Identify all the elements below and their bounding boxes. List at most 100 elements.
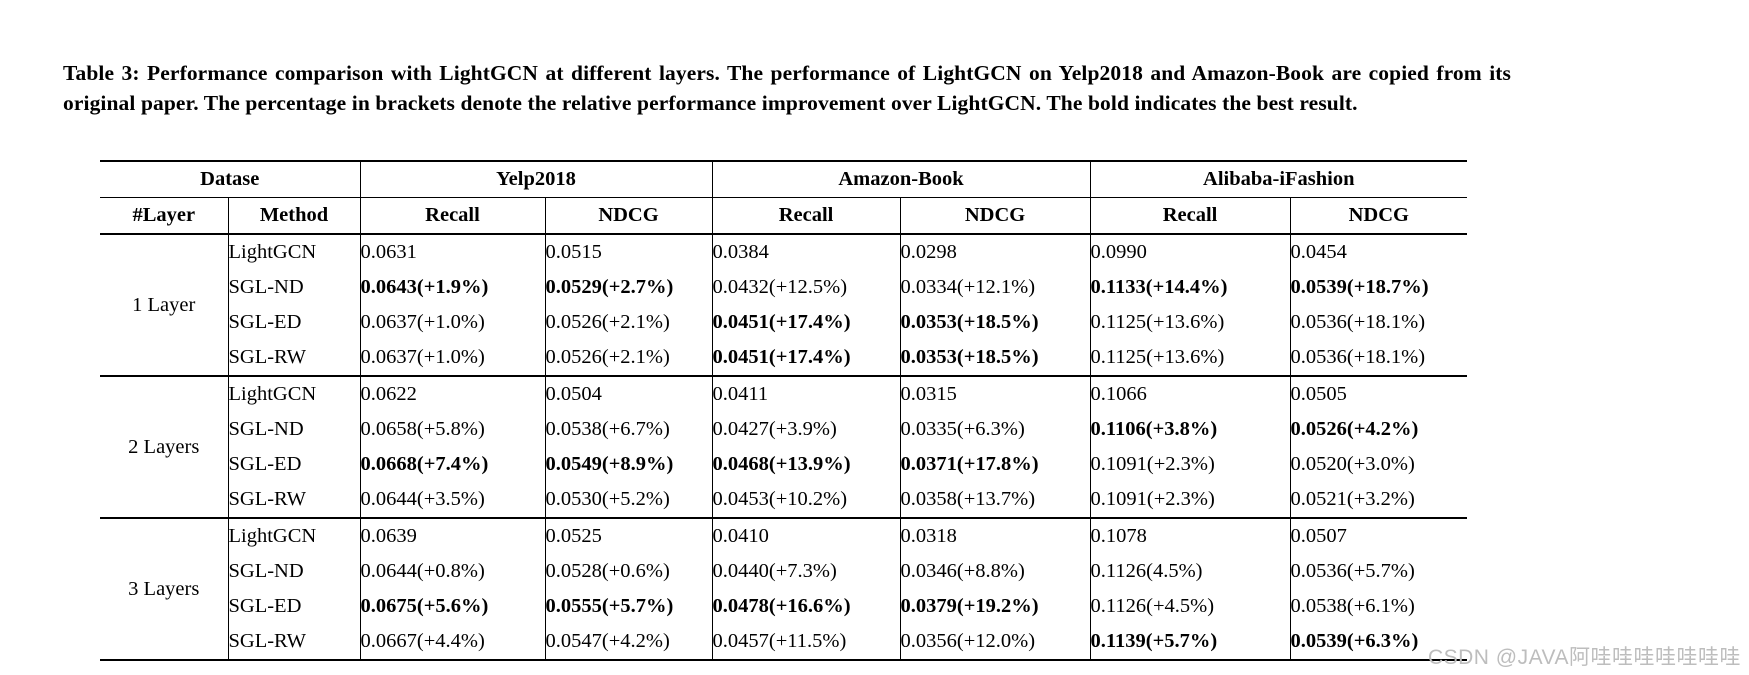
- metric-value: 0.0667(+4.4%): [359, 624, 545, 660]
- metric-value: 0.0384: [711, 233, 901, 270]
- metric-value: 0.0515: [544, 233, 713, 270]
- metric-value: 0.0639: [359, 517, 545, 554]
- metric-header-ndcg-amazon: NDCG: [899, 197, 1091, 235]
- table-header-row-datasets: Datase Yelp2018 Amazon-Book Alibaba-iFas…: [100, 161, 1468, 198]
- metric-value: 0.0371(+17.8%): [899, 447, 1091, 482]
- metric-value: 0.0536(+18.1%): [1289, 305, 1468, 340]
- metric-value: 0.0668(+7.4%): [359, 447, 545, 482]
- metric-value: 0.0631: [359, 233, 545, 270]
- metric-value: 0.1091(+2.3%): [1089, 447, 1291, 482]
- metric-value: 0.0440(+7.3%): [711, 554, 901, 589]
- metric-value: 0.0453(+10.2%): [711, 482, 901, 518]
- metric-value: 0.0538(+6.1%): [1289, 589, 1468, 624]
- metric-value: 0.0644(+0.8%): [359, 554, 545, 589]
- metric-value: 0.0315: [899, 375, 1091, 412]
- metric-value: 0.1139(+5.7%): [1089, 624, 1291, 660]
- metric-value: 0.0451(+17.4%): [711, 305, 901, 340]
- metric-header-recall-alibaba: Recall: [1089, 197, 1291, 235]
- metric-value: 0.0335(+6.3%): [899, 412, 1091, 447]
- metric-value: 0.0536(+5.7%): [1289, 554, 1468, 589]
- layer-group-label: 3 Layers: [100, 517, 228, 660]
- metric-value: 0.0549(+8.9%): [544, 447, 713, 482]
- metric-value: 0.0675(+5.6%): [359, 589, 545, 624]
- metric-header-ndcg-yelp: NDCG: [544, 197, 713, 235]
- metric-value: 0.0521(+3.2%): [1289, 482, 1468, 518]
- metric-value: 0.0530(+5.2%): [544, 482, 713, 518]
- metric-value: 0.0505: [1289, 375, 1468, 412]
- metric-value: 0.0536(+18.1%): [1289, 340, 1468, 376]
- metric-value: 0.0643(+1.9%): [359, 270, 545, 305]
- metric-value: 0.0622: [359, 375, 545, 412]
- metric-value: 0.0520(+3.0%): [1289, 447, 1468, 482]
- method-label: SGL-RW: [227, 340, 360, 376]
- table-row: SGL-RW 0.0644(+3.5%) 0.0530(+5.2%) 0.0453(+…: [100, 482, 1468, 518]
- results-table: Datase Yelp2018 Amazon-Book Alibaba-iFas…: [100, 160, 1468, 661]
- method-label: LightGCN: [227, 517, 360, 554]
- metric-value: 0.0432(+12.5%): [711, 270, 901, 305]
- method-label: SGL-ED: [227, 447, 360, 482]
- layer-column-header: #Layer: [100, 197, 228, 235]
- metric-value: 0.0468(+13.9%): [711, 447, 901, 482]
- table-row: 3 Layers LightGCN 0.0639 0.0525 0.0410 0.0318…: [100, 517, 1468, 660]
- metric-value: 0.0478(+16.6%): [711, 589, 901, 624]
- metric-value: 0.1066: [1089, 375, 1291, 412]
- metric-value: 0.1133(+14.4%): [1089, 270, 1291, 305]
- metric-value: 0.0526(+2.1%): [544, 340, 713, 376]
- metric-value: 0.0411: [711, 375, 901, 412]
- table-row: 2 Layers LightGCN 0.0622 0.0504 0.0411 0.0315…: [100, 375, 1468, 518]
- metric-value: 0.0538(+6.7%): [544, 412, 713, 447]
- metric-value: 0.0539(+18.7%): [1289, 270, 1468, 305]
- method-label: SGL-ED: [227, 305, 360, 340]
- metric-value: 0.0353(+18.5%): [899, 305, 1091, 340]
- metric-value: 0.0528(+0.6%): [544, 554, 713, 589]
- method-label: SGL-RW: [227, 482, 360, 518]
- table-row: SGL-ED 0.0637(+1.0%) 0.0526(+2.1%) 0.0451(+…: [100, 305, 1468, 340]
- method-label: LightGCN: [227, 375, 360, 412]
- metric-value: 0.0298: [899, 233, 1091, 270]
- metric-value: 0.0334(+12.1%): [899, 270, 1091, 305]
- table-row: 1 Layer LightGCN 0.0631 0.0515 0.0384 0.0298 0…: [100, 233, 1468, 376]
- method-label: SGL-ND: [227, 554, 360, 589]
- method-label: SGL-ED: [227, 589, 360, 624]
- method-label: SGL-RW: [227, 624, 360, 660]
- table-row: SGL-ED 0.0675(+5.6%) 0.0555(+5.7%) 0.0478(+…: [100, 589, 1468, 624]
- metric-header-recall-amazon: Recall: [711, 197, 901, 235]
- dataset-corner-header: Datase: [100, 161, 360, 198]
- metric-value: 0.0379(+19.2%): [899, 589, 1091, 624]
- method-label: LightGCN: [227, 233, 360, 270]
- metric-value: 0.0637(+1.0%): [359, 305, 545, 340]
- metric-value: 0.0457(+11.5%): [711, 624, 901, 660]
- metric-value: 0.1125(+13.6%): [1089, 340, 1291, 376]
- metric-value: 0.0356(+12.0%): [899, 624, 1091, 660]
- table-row: SGL-RW 0.0637(+1.0%) 0.0526(+2.1%) 0.0451(+…: [100, 340, 1468, 376]
- metric-value: 0.0539(+6.3%): [1289, 624, 1468, 660]
- metric-value: 0.0427(+3.9%): [711, 412, 901, 447]
- metric-value: 0.1106(+3.8%): [1089, 412, 1291, 447]
- metric-value: 0.0318: [899, 517, 1091, 554]
- metric-value: 0.0358(+13.7%): [899, 482, 1091, 518]
- metric-value: 0.0526(+2.1%): [544, 305, 713, 340]
- method-column-header: Method: [227, 197, 360, 235]
- metric-value: 0.1125(+13.6%): [1089, 305, 1291, 340]
- metric-value: 0.0504: [544, 375, 713, 412]
- csdn-watermark: CSDN @JAVA阿哇哇哇哇哇哇哇: [1427, 646, 1741, 669]
- metric-header-recall-yelp: Recall: [359, 197, 545, 235]
- table-body: 1 Layer LightGCN 0.0631 0.0515 0.0384 0.0298 0…: [100, 233, 1468, 660]
- layer-group-label: 2 Layers: [100, 375, 228, 518]
- table-row: SGL-ND 0.0643(+1.9%) 0.0529(+2.7%) 0.0432(+…: [100, 270, 1468, 305]
- metric-value: 0.0547(+4.2%): [544, 624, 713, 660]
- table-row: SGL-RW 0.0667(+4.4%) 0.0547(+4.2%) 0.0457(+…: [100, 624, 1468, 660]
- metric-header-ndcg-alibaba: NDCG: [1289, 197, 1468, 235]
- dataset-header-yelp2018: Yelp2018: [359, 161, 713, 198]
- metric-value: 0.0454: [1289, 233, 1468, 270]
- metric-value: 0.0529(+2.7%): [544, 270, 713, 305]
- metric-value: 0.0658(+5.8%): [359, 412, 545, 447]
- metric-value: 0.0525: [544, 517, 713, 554]
- dataset-header-alibaba-ifashion: Alibaba-iFashion: [1089, 161, 1468, 198]
- metric-value: 0.1091(+2.3%): [1089, 482, 1291, 518]
- metric-value: 0.0637(+1.0%): [359, 340, 545, 376]
- metric-value: 0.0346(+8.8%): [899, 554, 1091, 589]
- method-label: SGL-ND: [227, 412, 360, 447]
- method-label: SGL-ND: [227, 270, 360, 305]
- metric-value: 0.0507: [1289, 517, 1468, 554]
